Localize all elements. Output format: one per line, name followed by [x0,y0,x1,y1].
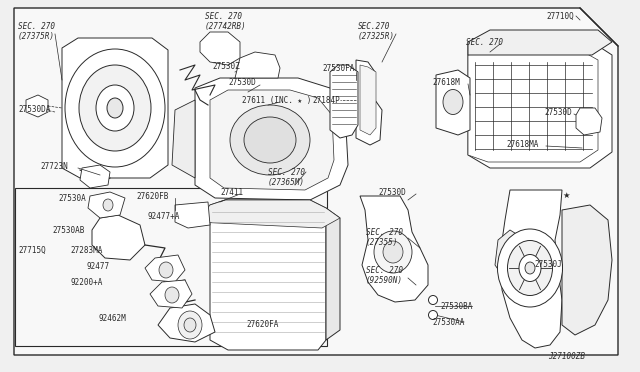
Text: 27620FB: 27620FB [136,192,168,201]
Ellipse shape [230,105,310,175]
Text: SEC. 270
(27365M): SEC. 270 (27365M) [268,168,305,187]
Ellipse shape [525,262,535,274]
Ellipse shape [429,295,438,305]
Text: 27411: 27411 [220,188,243,197]
Text: 27530D: 27530D [228,78,256,87]
Text: SEC. 270
(27375R): SEC. 270 (27375R) [18,22,55,41]
Text: 27530BA: 27530BA [440,302,472,311]
Polygon shape [150,280,192,308]
Ellipse shape [519,254,541,282]
Ellipse shape [374,231,412,273]
Ellipse shape [497,229,563,307]
Polygon shape [172,100,195,178]
Ellipse shape [103,199,113,211]
Polygon shape [158,304,215,342]
Polygon shape [330,65,358,138]
Text: SEC.270
(27325R): SEC.270 (27325R) [358,22,395,41]
Polygon shape [80,165,110,188]
Text: 92477+A: 92477+A [148,212,180,221]
Text: J27100ZB: J27100ZB [548,352,585,361]
Ellipse shape [244,117,296,163]
Text: 27184P: 27184P [312,96,340,105]
Text: 92462M: 92462M [98,314,125,323]
Text: 27618M: 27618M [432,78,460,87]
Ellipse shape [96,85,134,131]
Text: 27530D: 27530D [378,188,406,197]
Text: 27530AA: 27530AA [432,318,465,327]
Ellipse shape [383,241,403,263]
Text: 27723N: 27723N [40,162,68,171]
Polygon shape [356,60,382,145]
Polygon shape [88,192,125,218]
Polygon shape [92,215,145,260]
Polygon shape [145,255,185,282]
Text: SEC. 270
(27355): SEC. 270 (27355) [366,228,403,247]
Polygon shape [495,230,520,275]
Polygon shape [468,50,598,162]
Text: 27715Q: 27715Q [18,246,45,255]
Polygon shape [195,78,348,200]
Text: SEC. 270
(92590N): SEC. 270 (92590N) [366,266,403,285]
Polygon shape [26,95,48,117]
Text: SEC. 270: SEC. 270 [466,38,503,47]
Text: 27618MA: 27618MA [506,140,538,149]
Text: SEC. 270
(27742RB): SEC. 270 (27742RB) [205,12,246,31]
Text: 92477: 92477 [86,262,109,271]
Polygon shape [468,42,612,168]
Bar [15,188,327,346]
Text: 27530DA: 27530DA [18,105,51,114]
Polygon shape [210,200,326,350]
Text: 27530D: 27530D [544,108,572,117]
Text: ★: ★ [563,190,570,199]
Text: 27530AB: 27530AB [52,226,84,235]
Text: 27530FA: 27530FA [322,64,355,73]
Ellipse shape [184,318,196,332]
Ellipse shape [107,98,123,118]
Text: 27283MA: 27283MA [70,246,102,255]
Ellipse shape [65,49,165,167]
Polygon shape [360,65,376,135]
Polygon shape [210,90,334,190]
Ellipse shape [159,262,173,278]
Ellipse shape [178,311,202,339]
Polygon shape [576,108,602,135]
Ellipse shape [429,311,438,320]
Ellipse shape [508,241,552,295]
Polygon shape [562,205,612,335]
Ellipse shape [165,287,179,303]
Polygon shape [200,32,240,65]
Text: 27530Z: 27530Z [212,62,240,71]
Polygon shape [326,208,340,340]
Text: 27530J: 27530J [534,260,562,269]
Polygon shape [175,202,210,228]
Text: 27611 (INC. ★ ): 27611 (INC. ★ ) [242,96,312,105]
Polygon shape [62,38,168,178]
Polygon shape [500,190,562,348]
Text: 27530A: 27530A [58,194,86,203]
Text: 27620FA: 27620FA [246,320,278,329]
Polygon shape [14,8,618,355]
Text: 92200+A: 92200+A [70,278,102,287]
Polygon shape [235,52,280,78]
Ellipse shape [443,90,463,115]
Text: 27710Q: 27710Q [546,12,573,21]
Polygon shape [468,30,612,55]
Polygon shape [436,70,470,135]
Polygon shape [196,200,340,228]
Ellipse shape [79,65,151,151]
Polygon shape [360,196,428,302]
